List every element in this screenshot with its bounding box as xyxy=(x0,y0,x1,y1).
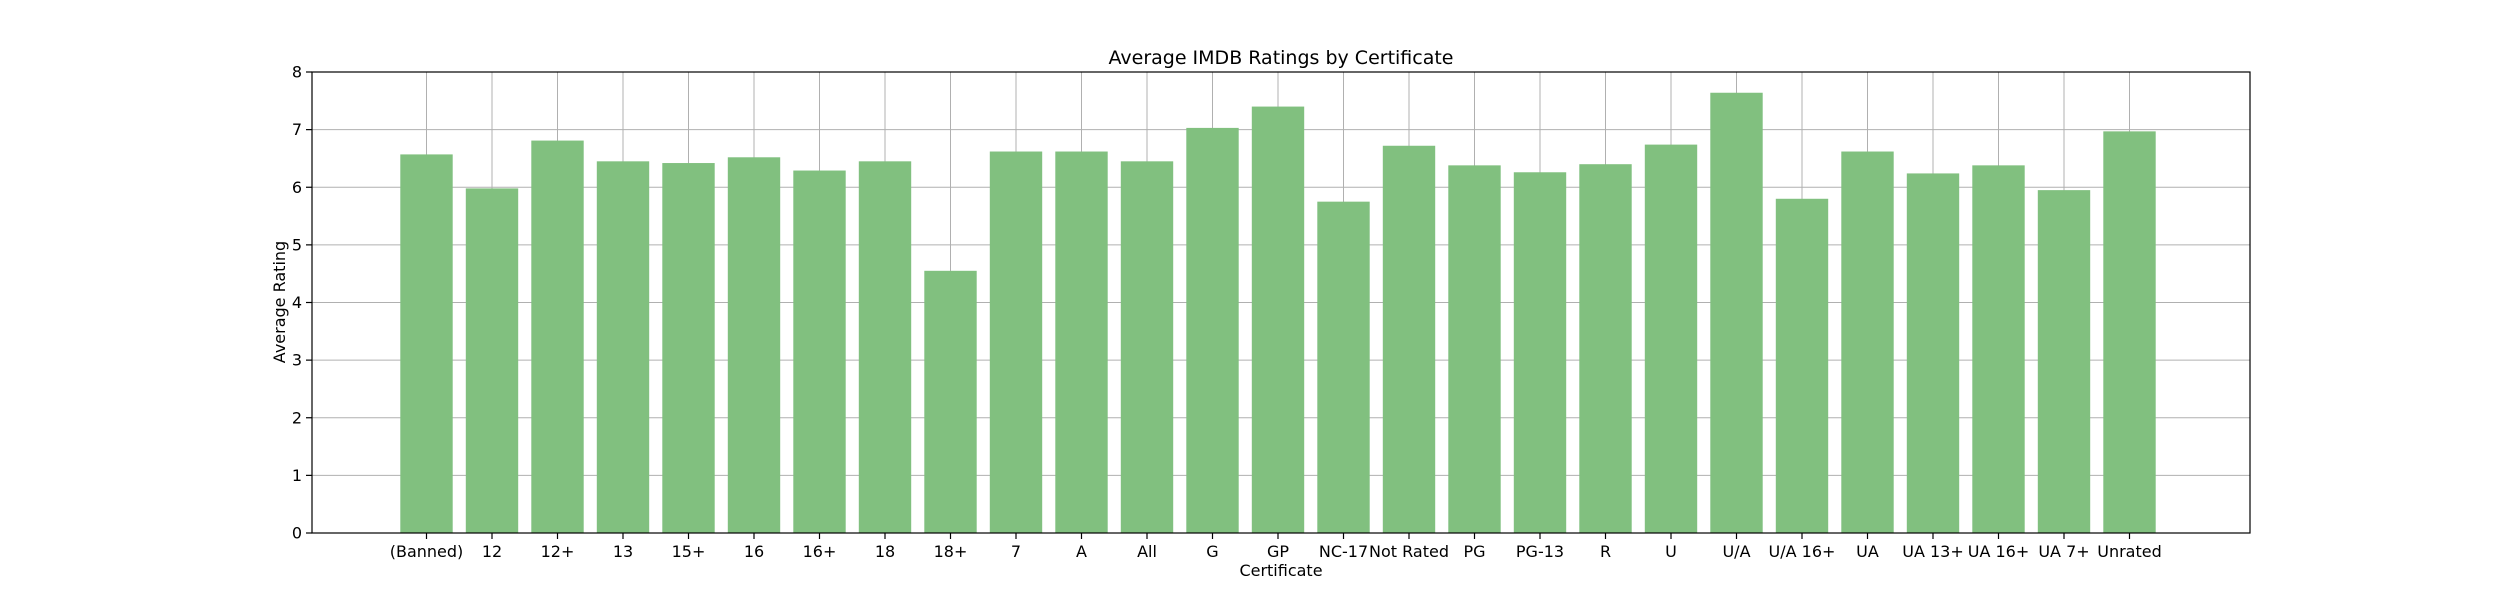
bar xyxy=(924,270,977,533)
bar xyxy=(1710,92,1763,534)
x-tick-label: U/A 16+ xyxy=(1769,542,1836,561)
bar xyxy=(2037,190,2091,533)
bar xyxy=(662,163,715,534)
x-tick-label: NC-17 xyxy=(1319,542,1368,561)
x-tick-label: G xyxy=(1206,542,1218,561)
x-tick-label: UA xyxy=(1856,542,1879,561)
bar xyxy=(1055,151,1108,533)
y-tick-label: 8 xyxy=(292,63,302,82)
bar xyxy=(858,161,912,533)
bar xyxy=(531,140,584,534)
x-tick-label: U/A xyxy=(1722,542,1750,561)
x-tick-label: R xyxy=(1600,542,1611,561)
x-tick-label: 18+ xyxy=(934,542,968,561)
x-tick-label: UA 16+ xyxy=(1968,542,2030,561)
y-tick-label: 1 xyxy=(292,466,302,485)
x-tick-label: 12+ xyxy=(541,542,575,561)
bar xyxy=(465,188,519,533)
bar xyxy=(727,157,781,533)
bar xyxy=(596,161,650,533)
bar xyxy=(2103,131,2156,533)
y-tick-label: 4 xyxy=(292,293,302,312)
x-tick-label: UA 7+ xyxy=(2038,542,2089,561)
x-tick-label: 16+ xyxy=(803,542,837,561)
x-tick-label: A xyxy=(1076,542,1087,561)
bar xyxy=(1906,173,1960,534)
x-tick-label: 7 xyxy=(1011,542,1021,561)
x-tick-label: 15+ xyxy=(672,542,706,561)
bar xyxy=(1448,165,1501,534)
x-axis-ticks: (Banned) 12 12+ 13 15+ 16 16+ 18 18+ 7 A All G GP NC-1… xyxy=(390,533,2162,561)
bar xyxy=(989,151,1043,533)
x-tick-label: 13 xyxy=(613,542,633,561)
x-tick-label: U xyxy=(1665,542,1677,561)
bar xyxy=(1186,127,1239,534)
bars xyxy=(400,92,2156,534)
y-tick-label: 0 xyxy=(292,524,302,543)
x-tick-label: (Banned) xyxy=(390,542,464,561)
y-axis-label: Average Rating xyxy=(270,241,289,363)
x-tick-label: Unrated xyxy=(2097,542,2162,561)
x-tick-label: 16 xyxy=(744,542,764,561)
y-tick-label: 3 xyxy=(292,351,302,370)
x-tick-label: PG xyxy=(1463,542,1485,561)
bar xyxy=(1382,145,1436,533)
x-tick-label: 12 xyxy=(482,542,502,561)
bar xyxy=(1644,144,1698,534)
y-tick-label: 5 xyxy=(292,235,302,254)
bar xyxy=(1120,161,1174,533)
bar xyxy=(1972,165,2025,534)
bar xyxy=(1775,198,1829,533)
chart-title: Average IMDB Ratings by Certificate xyxy=(1109,47,1454,69)
y-tick-label: 2 xyxy=(292,408,302,427)
bar xyxy=(400,154,453,533)
bar xyxy=(1841,151,1894,533)
y-tick-label: 7 xyxy=(292,120,302,139)
bar xyxy=(1579,164,1632,533)
x-tick-label: UA 13+ xyxy=(1902,542,1964,561)
x-tick-label: Not Rated xyxy=(1369,542,1449,561)
y-axis-ticks: 0 1 2 3 4 5 6 7 8 xyxy=(292,63,312,543)
bar xyxy=(793,170,846,533)
bar xyxy=(1251,106,1305,533)
x-tick-label: GP xyxy=(1267,542,1289,561)
x-tick-label: 18 xyxy=(875,542,895,561)
x-axis-label: Certificate xyxy=(1239,561,1322,580)
bar xyxy=(1513,172,1567,533)
y-tick-label: 6 xyxy=(292,178,302,197)
x-tick-label: All xyxy=(1137,542,1157,561)
bar xyxy=(1317,201,1370,533)
x-tick-label: PG-13 xyxy=(1516,542,1564,561)
